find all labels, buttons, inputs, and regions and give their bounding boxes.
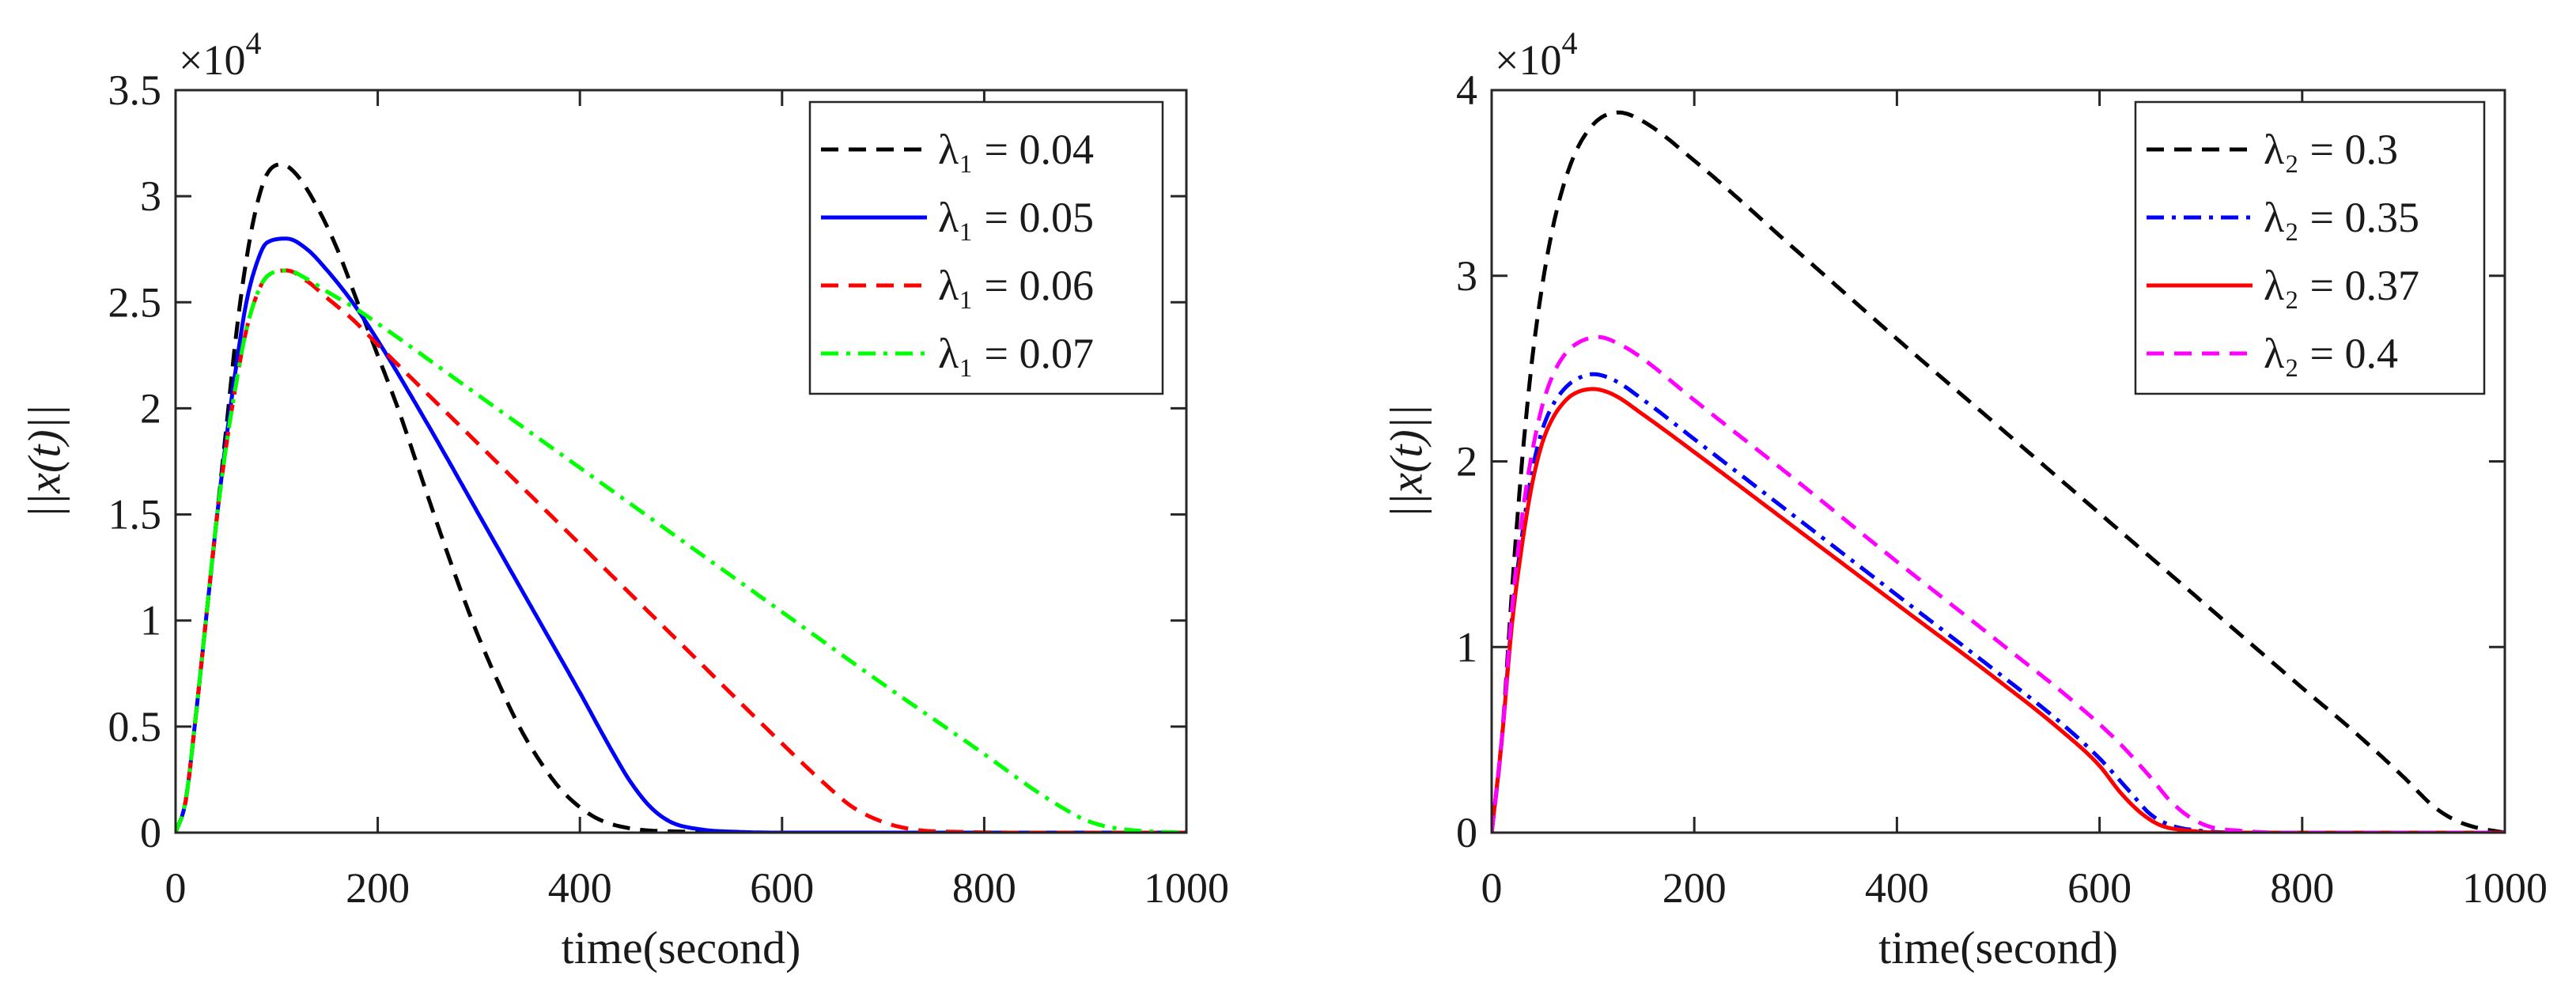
left-plot-y-tick-label: 2 [140, 384, 161, 432]
left-plot-y-tick-label: 3.5 [108, 66, 162, 114]
right-plot-legend-entry: λ₂ = 0.35 [2147, 194, 2419, 241]
right-plot-y-tick-label: 1 [1456, 623, 1477, 671]
left-plot-x-tick-label: 800 [952, 864, 1016, 912]
right-plot-y-multiplier-exponent: 4 [1561, 25, 1577, 61]
right-plot-legend-label: λ₂ = 0.3 [2264, 126, 2398, 173]
left-plot-legend-entry: λ₁ = 0.05 [821, 194, 1094, 241]
left-plot-x-tick-label: 1000 [1144, 864, 1229, 912]
right-plot: 0 200 400 600 800 100001234×104time(second)||… [1381, 25, 2548, 973]
left-plot-y-tick-label: 1.5 [108, 491, 162, 538]
left-plot-y-axis-label: ||x(t)|| [19, 404, 70, 518]
right-plot-legend-label: λ₂ = 0.37 [2264, 262, 2419, 309]
right-plot-legend-entry: λ₂ = 0.37 [2147, 262, 2419, 309]
left-plot-series-2-line [176, 236, 1186, 833]
left-plot-x-tick-label: 0 [165, 864, 187, 912]
left-plot-legend-label: λ₁ = 0.05 [938, 194, 1094, 241]
left-plot-y-tick-label: 0 [140, 809, 161, 856]
left-plot-legend-box [808, 100, 1164, 395]
right-plot-legend-entry: λ₂ = 0.4 [2147, 330, 2398, 377]
right-plot-x-tick-label: 1000 [2462, 864, 2548, 912]
right-plot-y-multiplier-base: ×10 [1495, 36, 1561, 84]
right-plot-series-3-line [1492, 387, 2505, 833]
right-plot-series-4-line [1492, 334, 2505, 833]
right-plot-y-tick-label: 2 [1456, 438, 1477, 486]
right-plot-y-multiplier: ×104 [1495, 25, 1577, 84]
right-plot-y-tick-label: 3 [1456, 252, 1477, 300]
left-plot-legend-entry: λ₁ = 0.07 [821, 330, 1094, 377]
right-plot-legend-label: λ₂ = 0.4 [2264, 330, 2398, 377]
left-plot-legend-entry: λ₁ = 0.04 [821, 126, 1094, 173]
right-plot-legend-box [2134, 100, 2486, 395]
left-plot: 0 200 400 600 800 1000 0 0.5 1 1.5 2 2.5 3 3.5 ×104 tim… [19, 25, 1230, 973]
left-plot-axes-box [174, 89, 1188, 834]
right-plot-legend-entry: λ₂ = 0.3 [2147, 126, 2398, 173]
left-plot-y-multiplier-base: ×10 [179, 36, 245, 84]
right-plot-series-2-line [1492, 372, 2505, 833]
right-plot-x-tick-label: 800 [2270, 864, 2334, 912]
right-plot-x-tick-label: 200 [1662, 864, 1727, 912]
left-plot-legend: λ₁ = 0.04 λ₁ = 0.05 λ₁ = 0.06 λ₁ = 0.07 [808, 100, 1164, 395]
left-plot-x-tick-label: 400 [548, 864, 612, 912]
left-plot-x-axis-label: time(second) [562, 922, 801, 973]
left-plot-legend-label: λ₁ = 0.04 [938, 126, 1094, 173]
right-plot-y-tick-label: 0 [1456, 809, 1477, 856]
right-plot-legend: λ₂ = 0.3 λ₂ = 0.35 λ₂ = 0.37 λ₂ = 0.4 [2134, 100, 2486, 395]
left-plot-y-multiplier: ×104 [179, 25, 261, 84]
left-plot-y-multiplier-exponent: 4 [245, 25, 261, 61]
left-plot-y-tick-label: 0.5 [108, 703, 162, 750]
left-plot-x-tick-label: 200 [346, 864, 410, 912]
right-plot-x-tick-label: 0 [1481, 864, 1503, 912]
left-plot-legend-label: λ₁ = 0.07 [938, 330, 1094, 377]
right-plot-legend-label: λ₂ = 0.35 [2264, 194, 2419, 241]
left-plot-legend-label: λ₁ = 0.06 [938, 262, 1094, 309]
right-plot-y-axis-label: ||x(t)|| [1381, 404, 1432, 518]
right-plot-series-1-line [1492, 110, 2505, 833]
left-plot-y-tick-label: 1 [140, 597, 161, 644]
left-plot-y-tick-label: 2.5 [108, 278, 162, 326]
right-plot-x-tick-label: 400 [1865, 864, 1929, 912]
right-plot-y-tick-label: 4 [1456, 66, 1477, 114]
right-plot-x-tick-label: 600 [2067, 864, 2132, 912]
left-plot-y-tick-label: 3 [140, 172, 161, 220]
left-plot-legend-entry: λ₁ = 0.06 [821, 262, 1094, 309]
right-plot-x-axis-label: time(second) [1878, 922, 2118, 973]
left-plot-x-tick-label: 600 [750, 864, 814, 912]
